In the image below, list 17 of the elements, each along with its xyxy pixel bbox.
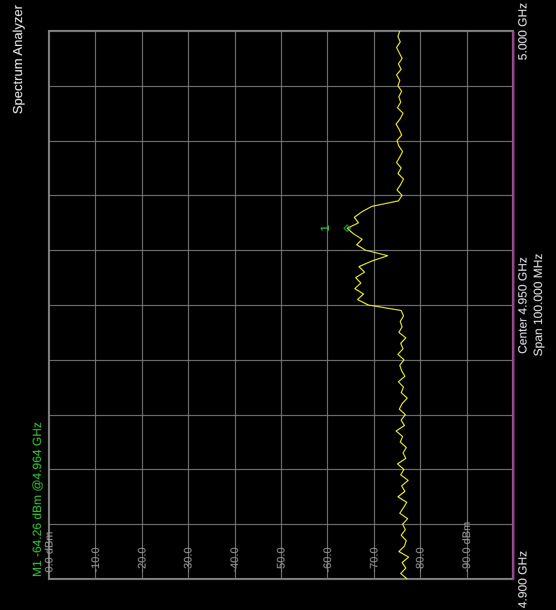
y-tick-label: 5.000 GHz: [516, 2, 530, 60]
annotation: 1: [318, 224, 332, 232]
x-tick-label: -80.0: [414, 547, 427, 572]
y-tick-label: 4.900 GHz: [516, 550, 530, 608]
x-tick-label: -90.0 dBm: [461, 522, 474, 572]
text: M1 -64.26 dBm @4.964 GHz: [30, 422, 44, 577]
x-tick-label: -70.0: [368, 547, 380, 572]
x-tick-label: -10.0: [90, 547, 102, 572]
x-tick-label: -30.0: [182, 547, 195, 572]
x-tick-label: -40.0: [229, 547, 242, 572]
x-tick-label: -20.0: [136, 547, 148, 572]
text: Spectrum Analyzer: [10, 4, 25, 114]
text: Span 100.000 MHz: [531, 254, 545, 356]
x-tick-label: 0.0 dBm: [44, 532, 56, 572]
x-tick-label: -60.0: [322, 547, 334, 572]
x-tick-label: -50.0: [276, 547, 288, 572]
y-tick-label: Center 4.950 GHz: [516, 257, 530, 354]
